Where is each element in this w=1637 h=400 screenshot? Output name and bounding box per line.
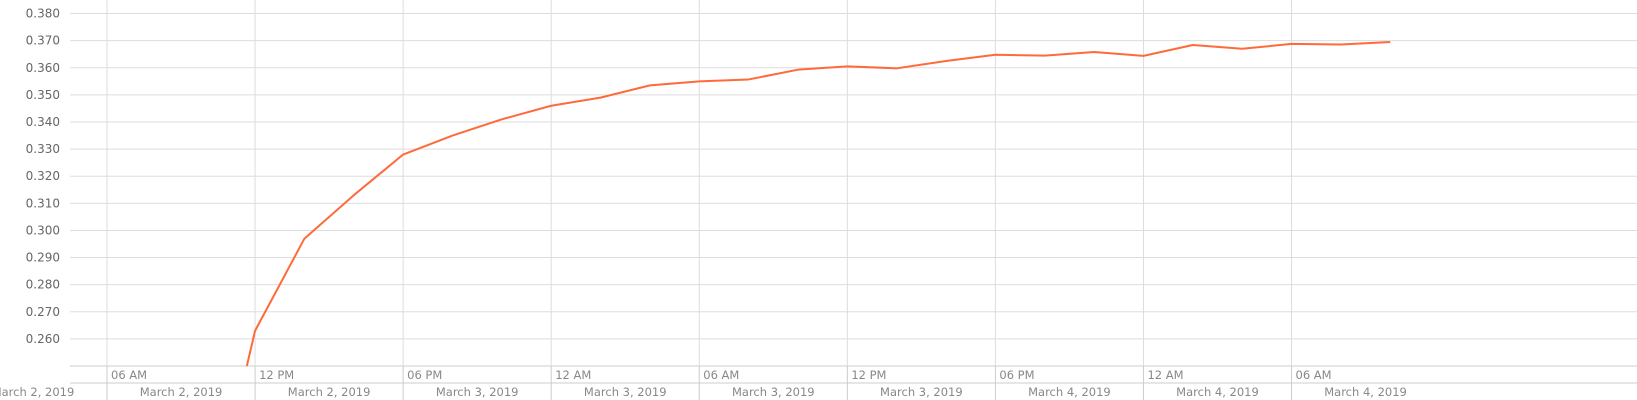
x-day-label: March 3, 2019 bbox=[584, 385, 667, 399]
x-tick-label: 06 PM bbox=[407, 368, 442, 382]
x-tick-label: 06 AM bbox=[1296, 368, 1332, 382]
y-tick-label: 0.270 bbox=[26, 305, 60, 319]
grid-lines bbox=[70, 0, 1637, 400]
x-tick-label: 06 AM bbox=[111, 368, 147, 382]
y-tick-label: 0.260 bbox=[26, 332, 60, 346]
y-tick-label: 0.330 bbox=[26, 142, 60, 156]
x-day-label: March 3, 2019 bbox=[436, 385, 519, 399]
y-tick-label: 0.350 bbox=[26, 88, 60, 102]
series-line bbox=[245, 41, 1391, 367]
x-tick-label: 12 PM bbox=[259, 368, 294, 382]
y-tick-label: 0.280 bbox=[26, 278, 60, 292]
x-day-label: March 3, 2019 bbox=[732, 385, 815, 399]
x-day-label: March 4, 2019 bbox=[1176, 385, 1259, 399]
y-tick-label: 0.380 bbox=[26, 7, 60, 21]
x-day-label: March 2, 2019 bbox=[288, 385, 371, 399]
x-day-label: March 2, 2019 bbox=[140, 385, 223, 399]
x-tick-label: 12 AM bbox=[1147, 368, 1183, 382]
x-day-label: March 3, 2019 bbox=[880, 385, 963, 399]
y-tick-label: 0.360 bbox=[26, 61, 60, 75]
y-tick-label: 0.290 bbox=[26, 251, 60, 265]
x-day-label: March 4, 2019 bbox=[1028, 385, 1111, 399]
series-layer bbox=[245, 41, 1391, 367]
x-tick-label: 12 AM bbox=[555, 368, 591, 382]
x-tick-label: 06 AM bbox=[703, 368, 739, 382]
x-tick-label: 06 PM bbox=[999, 368, 1034, 382]
x-day-label: March 2, 2019 bbox=[0, 385, 74, 399]
y-tick-label: 0.340 bbox=[26, 115, 60, 129]
y-tick-label: 0.310 bbox=[26, 196, 60, 210]
y-tick-label: 0.300 bbox=[26, 223, 60, 237]
y-axis: 0.260 0.270 0.280 0.290 0.300 0.310 0.320 0.330… bbox=[26, 7, 60, 346]
x-tick-label: 12 PM bbox=[851, 368, 886, 382]
y-tick-label: 0.370 bbox=[26, 34, 60, 48]
x-axis: 06 AM March 2, 2019 12 PM March 2, 2019 06 P… bbox=[0, 368, 1407, 399]
x-day-label: March 4, 2019 bbox=[1324, 385, 1407, 399]
y-tick-label: 0.320 bbox=[26, 169, 60, 183]
